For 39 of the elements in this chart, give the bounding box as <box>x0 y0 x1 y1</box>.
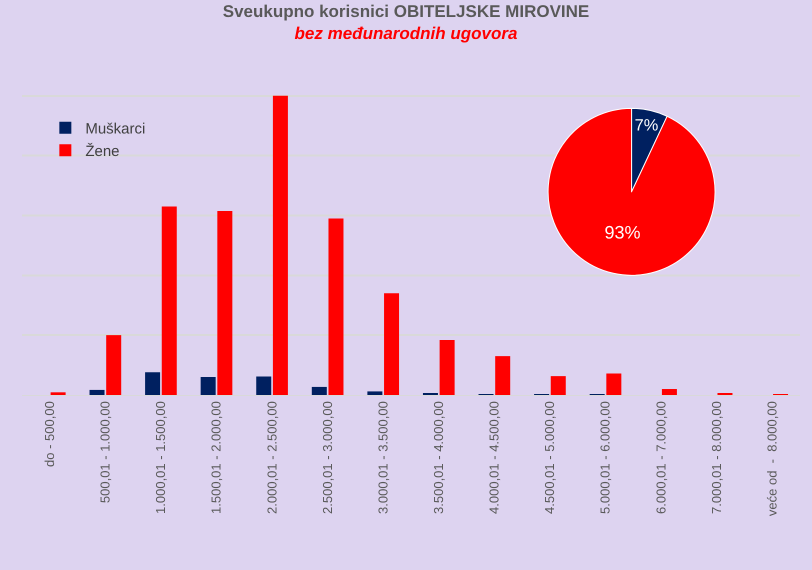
data-label: 93% <box>604 222 640 243</box>
bar <box>256 376 272 395</box>
x-tick-label: 5.000,01 - 6.000,00 <box>598 401 613 514</box>
pie-slice <box>548 108 716 276</box>
bar <box>217 210 232 395</box>
bar <box>606 373 622 395</box>
bar <box>550 376 566 395</box>
bar <box>272 96 288 395</box>
x-tick-label: 4.000,01 - 4.500,00 <box>486 401 502 514</box>
bar <box>662 389 677 395</box>
x-tick-label: veće od - 8.000,00 <box>764 401 780 516</box>
x-tick-label: 2.500,01 - 3.000,00 <box>320 401 335 514</box>
chart-subtitle: bez međunarodnih ugovora <box>294 24 518 44</box>
bar <box>495 356 510 395</box>
x-tick-label: 2.000,01 - 2.500,00 <box>264 401 280 514</box>
bar <box>384 293 400 395</box>
bar <box>162 206 177 395</box>
bar <box>106 335 122 395</box>
x-tick-label: 3.500,01 - 4.000,00 <box>431 401 446 514</box>
bar <box>328 218 344 395</box>
x-tick-label: do - 500,00 <box>42 401 58 467</box>
legend-label: Žene <box>85 142 120 160</box>
x-tick-label: 3.000,01 - 3.500,00 <box>375 401 390 514</box>
x-tick-label: 6.000,01 - 7.000,00 <box>653 401 668 514</box>
x-tick-label: 500,01 - 1.000,00 <box>98 401 113 504</box>
x-tick-label: 1.500,01 - 2.000,00 <box>208 401 224 514</box>
bar <box>440 340 455 395</box>
legend-label: Muškarci <box>85 120 146 138</box>
bar <box>200 377 216 395</box>
x-tick-label: 1.000,01 - 1.500,00 <box>153 401 168 514</box>
bar <box>367 391 382 395</box>
x-tick-label: 4.500,01 - 5.000,00 <box>542 401 558 514</box>
bar <box>312 386 327 395</box>
bar <box>145 372 160 395</box>
data-label: 7% <box>634 116 658 134</box>
chart-title: Sveukupno korisnici OBITELJSKE MIROVINE <box>222 2 590 22</box>
bar <box>90 390 105 395</box>
bar <box>50 392 66 395</box>
x-tick-label: 7.000,01 - 8.000,00 <box>708 401 724 514</box>
